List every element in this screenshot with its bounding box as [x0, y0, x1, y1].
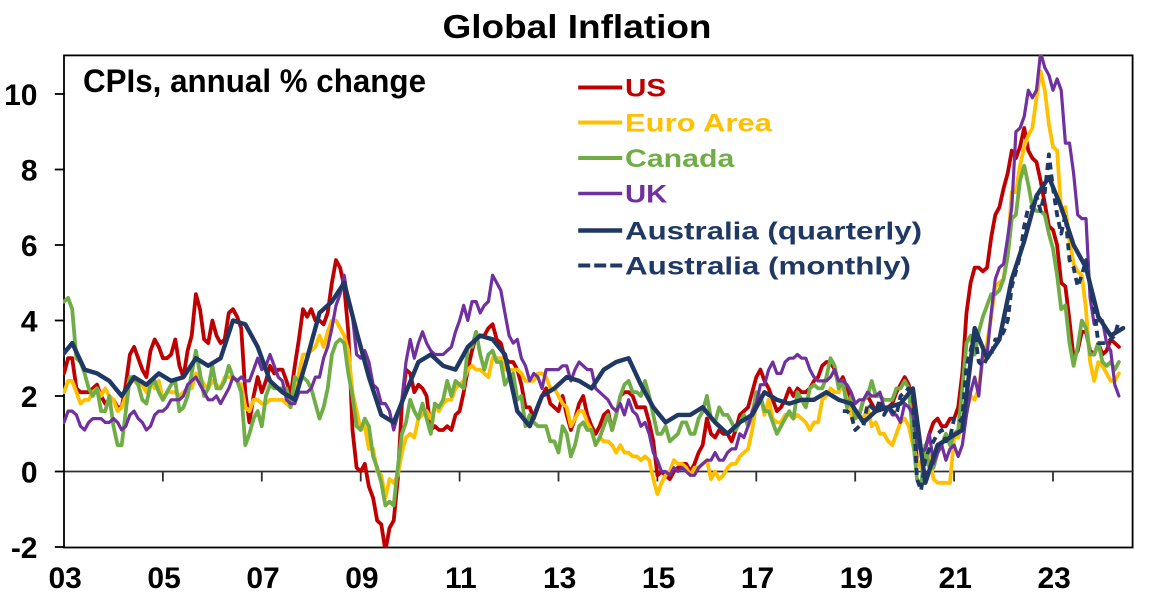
svg-text:0: 0	[21, 456, 38, 489]
svg-text:6: 6	[21, 230, 38, 263]
svg-text:US: US	[625, 74, 666, 102]
svg-text:2: 2	[21, 381, 38, 414]
svg-text:09: 09	[345, 562, 378, 595]
svg-text:05: 05	[147, 562, 180, 595]
svg-text:UK: UK	[625, 180, 667, 208]
svg-text:15: 15	[642, 562, 675, 595]
svg-text:11: 11	[445, 562, 477, 595]
svg-text:Global Inflation: Global Inflation	[443, 8, 712, 45]
svg-text:-2: -2	[11, 532, 38, 565]
svg-text:23: 23	[1038, 562, 1071, 595]
svg-text:13: 13	[543, 562, 576, 595]
svg-text:Australia (monthly): Australia (monthly)	[625, 252, 911, 280]
svg-text:03: 03	[49, 562, 82, 595]
svg-text:8: 8	[21, 154, 38, 187]
svg-text:Euro Area: Euro Area	[625, 109, 773, 137]
svg-text:Australia (quarterly): Australia (quarterly)	[625, 217, 922, 245]
svg-text:19: 19	[840, 562, 873, 595]
svg-text:21: 21	[939, 562, 972, 595]
svg-text:4: 4	[21, 305, 38, 338]
svg-text:CPIs, annual % change: CPIs, annual % change	[83, 63, 426, 99]
svg-text:17: 17	[741, 562, 774, 595]
svg-text:07: 07	[246, 562, 279, 595]
svg-text:Canada: Canada	[625, 145, 736, 173]
svg-text:10: 10	[4, 79, 37, 112]
